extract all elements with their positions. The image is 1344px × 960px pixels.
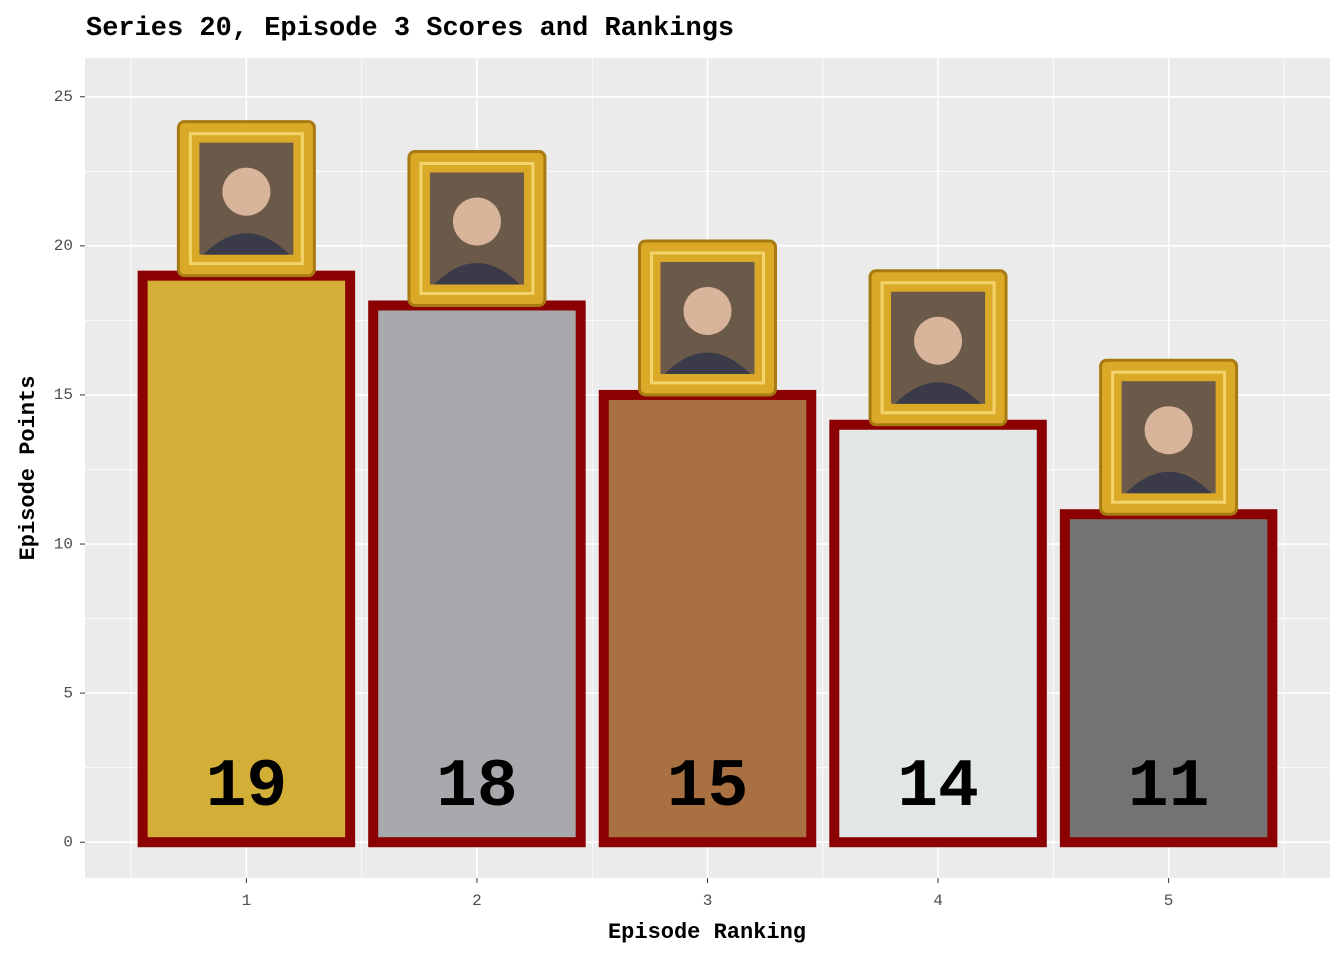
portrait-head <box>452 197 501 246</box>
portrait-frame-inner <box>1111 370 1227 504</box>
value-label: 18 <box>436 749 518 826</box>
portrait-head <box>683 286 732 335</box>
portrait-shoulders <box>203 233 290 255</box>
portrait-frame-inner <box>419 161 535 295</box>
y-tick-label: 25 <box>54 88 73 106</box>
value-label: 14 <box>897 749 979 826</box>
x-axis-title: Episode Ranking <box>608 920 806 945</box>
value-label: 19 <box>206 749 288 826</box>
value-label: 15 <box>667 749 749 826</box>
y-tick-label: 20 <box>54 237 73 255</box>
portrait-frame-inner <box>188 132 304 266</box>
portrait-shoulders <box>895 382 982 404</box>
portrait-head <box>1144 406 1193 455</box>
x-tick-label: 5 <box>1164 892 1174 910</box>
x-tick-label: 2 <box>472 892 482 910</box>
x-tick-label: 4 <box>933 892 943 910</box>
portrait-frame-inner <box>650 251 765 385</box>
portrait-shoulders <box>1125 471 1212 494</box>
x-tick-label: 3 <box>703 892 713 910</box>
x-tick-label: 1 <box>242 892 252 910</box>
portrait-shoulders <box>664 352 751 374</box>
portrait-head <box>222 167 271 216</box>
y-tick-label: 10 <box>54 535 73 553</box>
chart-title: Series 20, Episode 3 Scores and Rankings <box>86 14 734 44</box>
y-tick-label: 15 <box>54 386 73 404</box>
portrait-frame-inner <box>880 281 996 415</box>
bar <box>1059 509 1278 848</box>
y-axis-title: Episode Points <box>16 376 41 561</box>
portrait-shoulders <box>433 262 520 285</box>
y-tick-label: 0 <box>63 833 73 851</box>
value-label: 11 <box>1128 749 1210 826</box>
marks: 19 18 15 14 11 <box>137 120 1278 848</box>
y-tick-label: 5 <box>63 684 73 702</box>
portrait-head <box>914 316 963 365</box>
bar <box>829 419 1047 848</box>
